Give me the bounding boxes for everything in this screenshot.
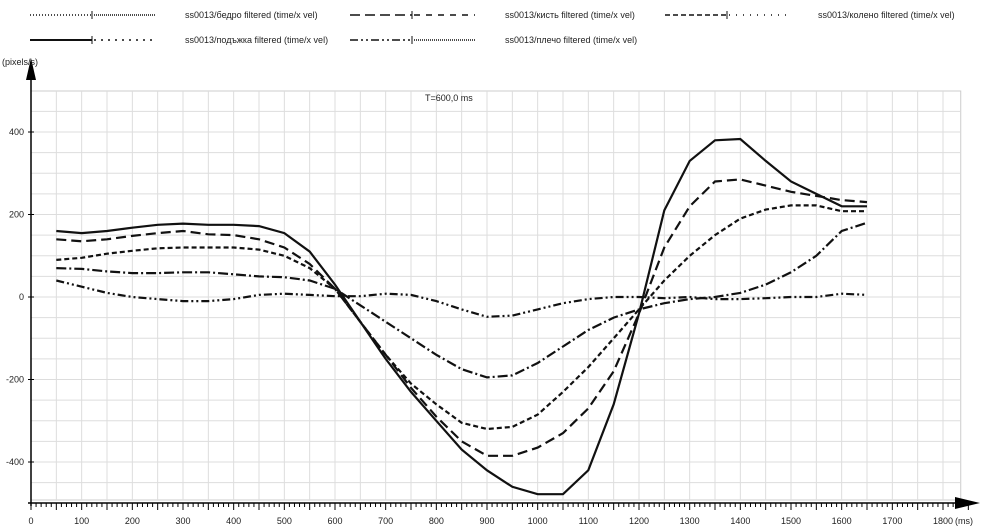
tick-labels: 0 100 200 300 400 500 600 700 800 900 1000 1100 1200… (6, 127, 969, 526)
y-tick-label: -400 (6, 457, 24, 467)
y-tick-label: 400 (9, 127, 24, 137)
y-axis-label: (pixels/s) (2, 57, 38, 67)
legend-label: ss0013/плечо filtered (time/x vel) (505, 35, 637, 45)
x-tick-label: 900 (479, 516, 494, 526)
legend-label: ss0013/кисть filtered (time/x vel) (505, 10, 635, 20)
series-line (56, 178, 868, 457)
grid (30, 90, 962, 501)
x-tick-label: 1200 (629, 516, 649, 526)
x-axis-arrow-icon (955, 497, 980, 509)
x-tick-label: 1700 (882, 516, 902, 526)
series-line (56, 204, 867, 431)
legend: ss0013/бедро filtered (time/x vel) ss0013… (30, 10, 955, 45)
x-tick-label: 1800 (933, 516, 953, 526)
legend-label: ss0013/колено filtered (time/x vel) (818, 10, 955, 20)
series-line (56, 279, 868, 318)
annotation: T=600,0 ms (425, 93, 473, 103)
y-axis-arrow-icon (26, 58, 36, 80)
x-tick-label: 800 (429, 516, 444, 526)
series-line (56, 221, 868, 379)
x-tick-label: 200 (125, 516, 140, 526)
x-tick-label: 1500 (781, 516, 801, 526)
y-tick-label: 0 (19, 292, 24, 302)
x-tick-label: 300 (175, 516, 190, 526)
x-tick-label: 1000 (528, 516, 548, 526)
legend-label: ss0013/бедро filtered (time/x vel) (185, 10, 318, 20)
x-tick-label: 1300 (680, 516, 700, 526)
x-tick-label: 1600 (832, 516, 852, 526)
x-tick-label: 500 (277, 516, 292, 526)
x-tick-label: 400 (226, 516, 241, 526)
x-tick-label: 1100 (579, 516, 598, 526)
series-line (56, 137, 867, 496)
x-tick-label: 700 (378, 516, 393, 526)
x-tick-label: 600 (327, 516, 342, 526)
y-tick-label: 200 (9, 210, 24, 220)
x-tick-label: 100 (74, 516, 89, 526)
x-tick-label: 0 (28, 516, 33, 526)
legend-label: ss0013/подъжка filtered (time/x vel) (185, 35, 328, 45)
x-axis-label: (ms) (955, 516, 973, 526)
x-tick-label: 1400 (730, 516, 750, 526)
y-tick-label: -200 (6, 375, 24, 385)
series-lines (56, 137, 868, 496)
